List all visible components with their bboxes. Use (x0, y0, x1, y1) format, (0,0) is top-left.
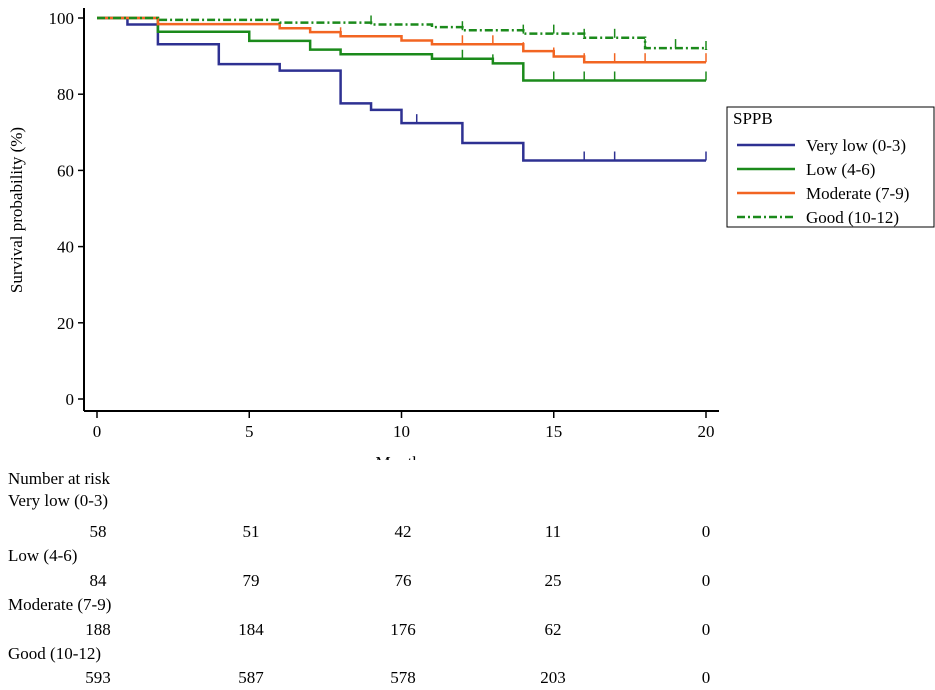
legend-label: Moderate (7-9) (806, 184, 909, 203)
x-tick-label: 20 (698, 422, 715, 441)
x-tick-label: 0 (93, 422, 102, 441)
risk-table-title: Number at risk (8, 469, 110, 488)
risk-value: 203 (540, 668, 566, 687)
x-axis-title: Months (376, 453, 428, 460)
legend-title: SPPB (733, 109, 773, 128)
risk-value: 0 (701, 668, 711, 687)
risk-value: 11 (544, 522, 562, 541)
y-tick-label: 20 (57, 314, 74, 333)
risk-group-label-low: Low (4-6) (8, 546, 78, 565)
x-tick-label: 5 (245, 422, 254, 441)
y-tick-label: 100 (49, 9, 75, 28)
km-chart: 0 20 40 60 80 100 0 5 10 15 20 Months Survival proba… (7, 8, 935, 460)
survival-curves (97, 15, 708, 162)
risk-value: 578 (390, 668, 416, 687)
risk-group-label-moderate: Moderate (7-9) (8, 595, 112, 614)
risk-group-label-very-low: Very low (0-3) (8, 491, 109, 510)
legend-label: Very low (0-3) (806, 136, 906, 155)
axes: 0 20 40 60 80 100 0 5 10 15 20 Months Survival proba… (7, 8, 719, 460)
risk-value: 58 (89, 522, 107, 541)
risk-value: 62 (544, 620, 562, 639)
risk-value: 587 (238, 668, 264, 687)
risk-value: 188 (85, 620, 111, 639)
y-tick-label: 80 (57, 85, 74, 104)
legend-label: Good (10-12) (806, 208, 899, 227)
y-tick-label: 0 (66, 390, 75, 409)
y-tick-label: 60 (57, 161, 74, 180)
y-axis-title: Survival probability (%) (7, 127, 26, 293)
risk-value: 0 (701, 620, 711, 639)
legend-box (726, 106, 935, 228)
risk-value: 42 (394, 522, 412, 541)
legend: SPPB Very low (0-3) Low (4-6) Moderate (7-9… (726, 106, 935, 228)
risk-value: 84 (89, 571, 107, 590)
risk-value: 184 (238, 620, 264, 639)
risk-value: 0 (701, 522, 711, 541)
risk-value: 51 (242, 522, 260, 541)
x-tick-label: 15 (545, 422, 562, 441)
risk-value: 0 (701, 571, 711, 590)
risk-value: 176 (390, 620, 416, 639)
risk-value: 25 (544, 571, 562, 590)
x-tick-label: 10 (393, 422, 410, 441)
y-tick-label: 40 (57, 238, 74, 257)
risk-group-label-good: Good (10-12) (8, 644, 102, 663)
risk-value: 593 (85, 668, 111, 687)
legend-label: Low (4-6) (806, 160, 875, 179)
survival-curve-1 (97, 16, 706, 82)
risk-value: 79 (242, 571, 260, 590)
risk-value: 76 (394, 571, 412, 590)
